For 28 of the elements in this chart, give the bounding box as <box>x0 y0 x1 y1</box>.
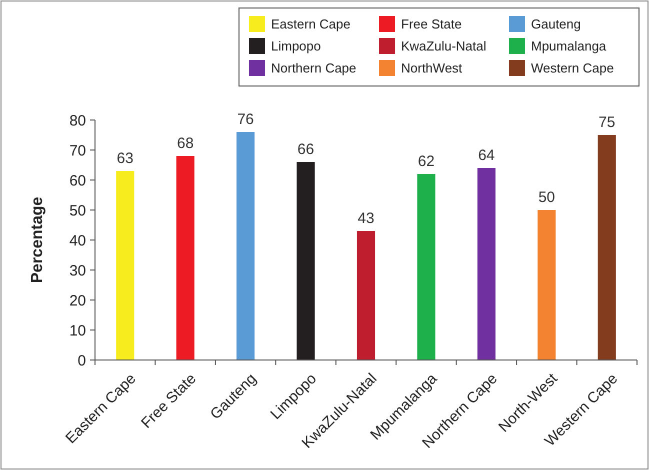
data-label: 68 <box>176 135 194 152</box>
y-tick-label: 70 <box>69 142 86 160</box>
y-tick-label: 80 <box>69 112 86 130</box>
legend-label: Free State <box>401 16 462 32</box>
legend-label: NorthWest <box>401 60 463 76</box>
data-label: 63 <box>116 150 134 167</box>
data-label: 64 <box>478 147 495 164</box>
y-tick-label: 10 <box>69 322 86 340</box>
legend-label: Western Cape <box>531 60 614 76</box>
y-tick-label: 50 <box>69 202 86 220</box>
y-tick-label: 30 <box>69 262 86 280</box>
data-label: 62 <box>418 153 435 170</box>
data-label: 50 <box>538 189 556 206</box>
legend-label: KwaZulu-Natal <box>401 38 486 54</box>
data-label: 75 <box>598 114 616 131</box>
legend-label: Eastern Cape <box>271 16 350 32</box>
legend-label: Gauteng <box>531 16 581 32</box>
data-label: 66 <box>297 141 314 158</box>
legend-label: Limpopo <box>271 38 321 54</box>
y-tick-label: 60 <box>69 172 86 190</box>
y-tick-label: 0 <box>78 352 86 370</box>
y-tick-label: 20 <box>69 292 86 310</box>
legend-label: Northern Cape <box>271 60 356 76</box>
data-label: 43 <box>358 210 374 227</box>
data-label: 76 <box>237 111 254 128</box>
y-tick-label: 40 <box>69 232 86 250</box>
legend-label: Mpumalanga <box>531 38 607 54</box>
y-axis-title: Percentage <box>29 196 46 284</box>
